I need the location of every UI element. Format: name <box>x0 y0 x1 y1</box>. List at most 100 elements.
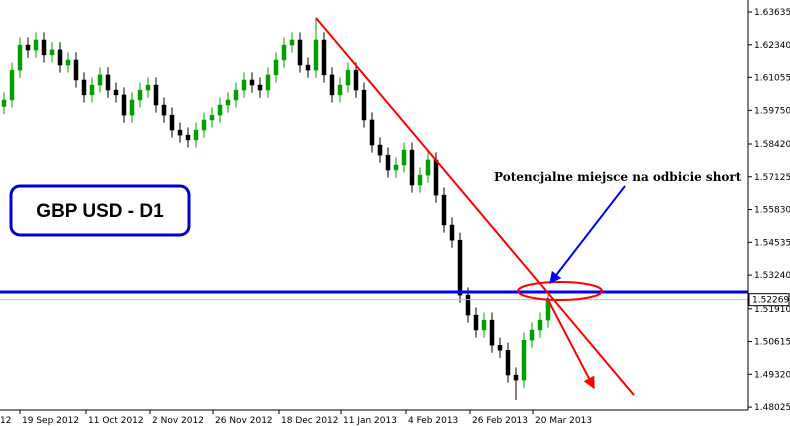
candle-body <box>337 84 343 96</box>
y-tick-label: 1.48025 <box>754 403 790 413</box>
red-arrow <box>546 297 595 390</box>
candle-body <box>241 79 247 91</box>
candle-body <box>329 74 335 96</box>
candle-body <box>113 89 119 96</box>
candle-body <box>177 129 183 136</box>
candle-body <box>129 99 135 116</box>
last-price-box <box>748 293 790 307</box>
y-tick-label: 1.51910 <box>754 305 790 315</box>
candle-body <box>313 39 319 71</box>
candle-body <box>361 89 367 121</box>
candle-body <box>57 49 63 66</box>
x-tick-label: 26 Nov 2012 <box>215 416 273 426</box>
candle-body <box>97 74 103 86</box>
x-tick-label: 4 Feb 2013 <box>408 416 458 426</box>
x-tick-label: 26 Feb 2013 <box>472 416 528 426</box>
candle-body <box>193 129 199 141</box>
candle-body <box>257 84 263 91</box>
candle-body <box>481 319 487 331</box>
last-price-label: 1.52269 <box>752 296 789 306</box>
title-box <box>9 184 191 237</box>
candle-body <box>505 350 511 376</box>
candle-body <box>201 119 207 131</box>
candle-body <box>169 114 175 131</box>
y-tick-label: 1.61055 <box>754 73 790 83</box>
candle-body <box>289 39 295 46</box>
candle-body <box>81 79 87 96</box>
candle-body <box>185 134 191 141</box>
y-tick-label: 1.54535 <box>754 238 790 248</box>
chart-title: GBP USD - D1 <box>36 201 164 222</box>
candle-body <box>121 94 127 116</box>
candle-body <box>521 339 527 381</box>
candle-body <box>497 344 503 351</box>
candle-body <box>385 154 391 171</box>
candle-body <box>89 84 95 96</box>
candle-body <box>217 104 223 116</box>
x-tick-label: 2 Nov 2012 <box>152 416 204 426</box>
candle-body <box>33 39 39 51</box>
candle-body <box>9 69 15 101</box>
x-tick-label: 19 Sep 2012 <box>22 416 79 426</box>
candle-body <box>473 314 479 331</box>
candle-body <box>409 149 415 186</box>
candle-body <box>161 104 167 116</box>
y-tick-label: 1.63635 <box>754 8 790 18</box>
candle-body <box>417 174 423 186</box>
plot-area <box>0 17 748 401</box>
candle-body <box>369 119 375 146</box>
candle-body <box>209 114 215 121</box>
candle-body <box>425 159 431 176</box>
candle-body <box>273 59 279 76</box>
candle-body <box>377 144 383 156</box>
candle-body <box>49 49 55 56</box>
x-tick-label: 11 Oct 2012 <box>88 416 144 426</box>
y-tick-label: 1.57125 <box>754 173 790 183</box>
candle-body <box>305 64 311 71</box>
candle-body <box>513 374 519 381</box>
candle-body <box>249 79 255 86</box>
annotation: Potencjalne miejsce na odbicie short <box>494 170 742 184</box>
candle-body <box>297 39 303 66</box>
candle-body <box>73 59 79 81</box>
trendline <box>315 17 635 396</box>
candle-body <box>105 74 111 91</box>
candle-body <box>345 69 351 86</box>
y-tick-label: 1.55830 <box>754 206 790 216</box>
candle-body <box>41 39 47 56</box>
y-tick-label: 1.59750 <box>754 106 790 116</box>
candle-body <box>353 69 359 91</box>
candle-body <box>1 99 7 107</box>
y-tick-label: 1.53240 <box>754 271 790 281</box>
candle-body <box>145 84 151 91</box>
candle-body <box>153 84 159 106</box>
candle-body <box>233 89 239 101</box>
candle-body <box>529 329 535 341</box>
y-tick-label: 1.62340 <box>754 41 790 51</box>
candle-body <box>25 44 31 51</box>
x-tick-label: 12 <box>0 416 11 426</box>
candle-body <box>465 294 471 316</box>
candle-body <box>537 319 543 331</box>
x-tick-label: 18 Dec 2012 <box>281 416 339 426</box>
y-tick-label: 1.58420 <box>754 140 790 150</box>
candle-body <box>225 99 231 106</box>
y-tick-label: 1.49320 <box>754 370 790 380</box>
candle-body <box>65 59 71 66</box>
candle-body <box>457 239 463 296</box>
candle-body <box>441 194 447 226</box>
y-tick-label: 1.50615 <box>754 338 790 348</box>
candle-body <box>137 89 143 101</box>
candle-body <box>321 39 327 76</box>
x-tick-label: 20 Mar 2013 <box>535 416 592 426</box>
x-tick-label: 11 Jan 2013 <box>343 416 397 426</box>
candle-body <box>489 319 495 346</box>
candle-body <box>401 149 407 166</box>
candle-body <box>393 164 399 171</box>
candle-body <box>265 74 271 91</box>
candle-body <box>17 44 23 71</box>
candle-body <box>449 224 455 241</box>
candle-body <box>281 44 287 61</box>
